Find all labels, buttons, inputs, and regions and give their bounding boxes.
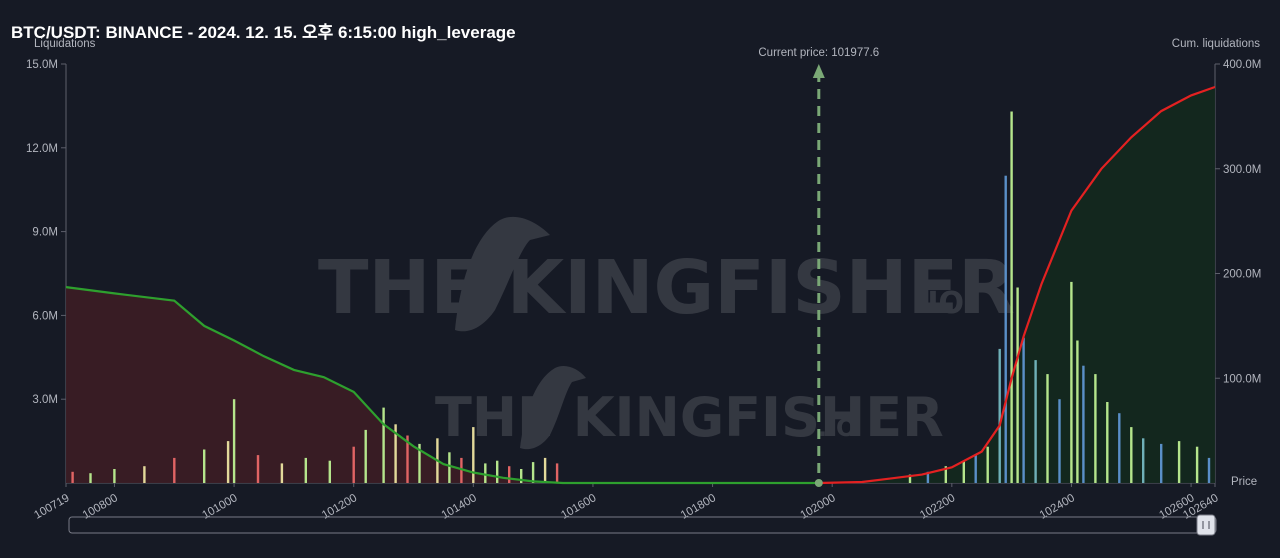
liquidation-bar [1130, 427, 1133, 483]
y-tick-label: 15.0M [26, 59, 58, 71]
liquidation-bar [113, 469, 116, 483]
watermark-large-text: THE KINGFISHER [318, 245, 1015, 331]
liquidation-bar [448, 452, 451, 483]
current-price-marker: Current price: 101977.6 [758, 47, 879, 487]
liquidation-bar [226, 441, 230, 483]
short-cumulative-area [818, 87, 1215, 483]
cumulative-fills [66, 87, 1215, 483]
liquidation-bar [1177, 441, 1181, 483]
y-tick-label: 6.0M [32, 310, 58, 322]
current-price-dot [814, 479, 823, 487]
liquidation-bar [1106, 402, 1109, 483]
range-slider[interactable] [68, 514, 1217, 536]
y-tick-label: 3.0M [32, 394, 58, 406]
liquidation-bar [143, 466, 146, 483]
liquidation-bar [232, 399, 236, 483]
liquidation-bar [908, 474, 912, 483]
liquidation-bar [460, 457, 463, 483]
liquidation-bar [1016, 287, 1019, 483]
liquidation-bar [986, 446, 989, 483]
liquidation-bar [328, 460, 331, 483]
liquidation-bar [1207, 457, 1211, 483]
short-cumulative-line [818, 85, 1216, 485]
liquidation-bars [71, 111, 1211, 483]
range-slider-handle-right [1196, 514, 1216, 536]
long-cumulative-line [65, 286, 819, 485]
liquidation-bar [944, 466, 947, 483]
liquidation-bar [1010, 111, 1013, 483]
liquidation-bar [962, 460, 965, 483]
liquidation-bar [1076, 340, 1079, 483]
x-tick-label: 100719 [32, 492, 71, 522]
liquidation-bar [1142, 438, 1145, 483]
liquidation-bar [203, 449, 206, 483]
y-tick-label: 12.0M [26, 143, 58, 155]
liquidation-bar [89, 473, 92, 483]
liquidation-bar [352, 446, 355, 483]
y2-tick-label: 100.0M [1223, 373, 1261, 385]
cumulative-lines [65, 85, 1216, 485]
liquidation-bar [406, 435, 409, 483]
kingfisher-bird-icon [455, 216, 550, 332]
y2-tick-label: 300.0M [1223, 164, 1261, 176]
liquidation-bar [508, 466, 511, 483]
liquidation-bar [304, 457, 307, 483]
liquidation-bar [974, 455, 977, 483]
liquidation-bar [382, 407, 385, 483]
y2-tick-label: 400.0M [1223, 59, 1261, 71]
liquidation-bar [531, 462, 535, 483]
liquidation-bar [543, 457, 547, 483]
liquidation-bar [1070, 281, 1073, 483]
liquidation-bar [998, 348, 1001, 483]
watermark: THE KINGFISHER .IO THE KINGFISHER .IO [318, 216, 1015, 450]
liquidation-bar [394, 424, 397, 483]
liquidation-bar [520, 469, 523, 483]
liquidation-bar [555, 463, 559, 483]
liquidation-bar [484, 463, 487, 483]
liquidation-bar [256, 455, 260, 483]
watermark-large-suffix: .IO [916, 286, 964, 321]
liquidation-bar [1160, 443, 1163, 483]
liquidation-bar [1004, 175, 1007, 483]
watermark-small-suffix: .IO [818, 414, 856, 442]
current-price-arrow-icon [812, 64, 825, 78]
liquidation-bar [280, 463, 284, 483]
left-axis-label: Liquidations [34, 38, 96, 50]
long-cumulative-area [66, 287, 819, 483]
liquidation-bar [1118, 413, 1121, 483]
current-price-label: Current price: 101977.6 [758, 47, 879, 59]
liquidation-bar [1058, 399, 1061, 483]
liquidation-bar [1195, 446, 1199, 483]
watermark-small-text: THE KINGFISHER [435, 386, 944, 449]
liquidation-bar [364, 429, 367, 483]
liquidation-bar [1034, 360, 1037, 483]
liquidation-bar [472, 427, 475, 483]
kingfisher-bird-icon-small [520, 366, 586, 450]
chart-title: BTC/USDT: BINANCE - 2024. 12. 15. 오후 6:1… [11, 23, 516, 42]
right-axis-label: Cum. liquidations [1172, 38, 1260, 50]
liquidation-bar [496, 460, 499, 483]
liquidation-bar [926, 471, 930, 483]
range-slider-track [68, 516, 1217, 534]
y-tick-label: 9.0M [32, 227, 58, 239]
liquidation-bar [418, 443, 421, 483]
liquidation-bar [1094, 374, 1097, 483]
price-axis-label: Price [1231, 476, 1257, 488]
liquidation-bar [173, 457, 176, 483]
liquidation-bar [1046, 374, 1049, 483]
liquidation-bar [1022, 337, 1025, 483]
liquidation-bar [1082, 365, 1085, 483]
liquidation-bar [71, 471, 74, 483]
y2-tick-label: 200.0M [1223, 269, 1261, 281]
